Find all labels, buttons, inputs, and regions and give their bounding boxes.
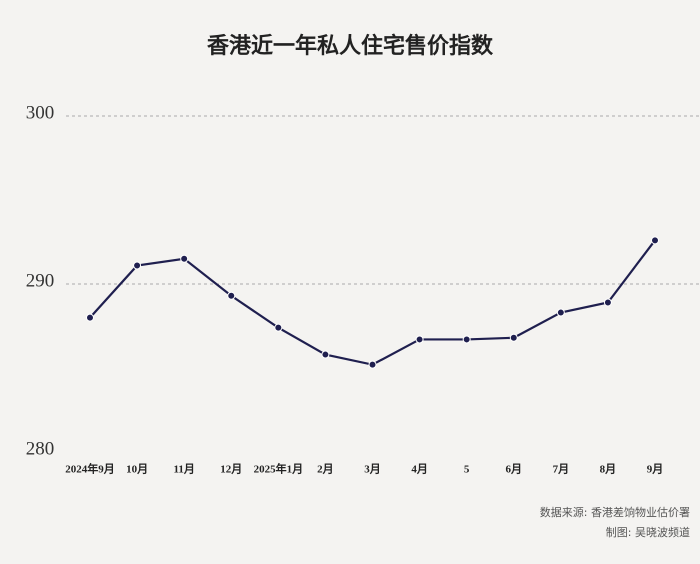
point	[321, 350, 330, 359]
point	[509, 333, 518, 342]
credit-note: 制图: 吴晓波频道	[606, 525, 690, 539]
x-tick-label: 2024年9月	[65, 462, 115, 476]
point	[415, 335, 424, 344]
line	[89, 239, 656, 366]
y-tick-label: 280	[26, 438, 55, 459]
point	[274, 323, 283, 332]
chart-title: 香港近一年私人住宅售价指数	[207, 33, 494, 58]
x-tick-label: 2025年1月	[254, 462, 304, 476]
x-tick-label: 5	[464, 464, 470, 476]
y-tick-label: 290	[26, 270, 55, 291]
x-tick-label: 4月	[411, 463, 428, 476]
point	[556, 308, 565, 317]
point	[462, 335, 471, 344]
x-tick-label: 7月	[553, 463, 570, 476]
x-tick-label: 11月	[173, 463, 194, 476]
point	[368, 360, 377, 369]
point	[180, 254, 189, 263]
x-tick-label: 3月	[364, 463, 381, 476]
y-tick-label: 300	[26, 102, 55, 123]
point	[86, 313, 94, 322]
source-note: 数据来源: 香港差饷物业估价署	[540, 505, 690, 519]
x-tick-label: 9月	[647, 463, 664, 476]
point	[227, 291, 236, 300]
x-tick-label: 6月	[506, 463, 523, 476]
point	[603, 298, 612, 307]
x-tick-label: 8月	[600, 463, 617, 476]
x-tick-label: 2月	[317, 463, 334, 476]
point	[133, 261, 142, 270]
point	[651, 236, 659, 245]
x-tick-label: 10月	[126, 463, 148, 476]
x-tick-label: 12月	[220, 463, 242, 476]
